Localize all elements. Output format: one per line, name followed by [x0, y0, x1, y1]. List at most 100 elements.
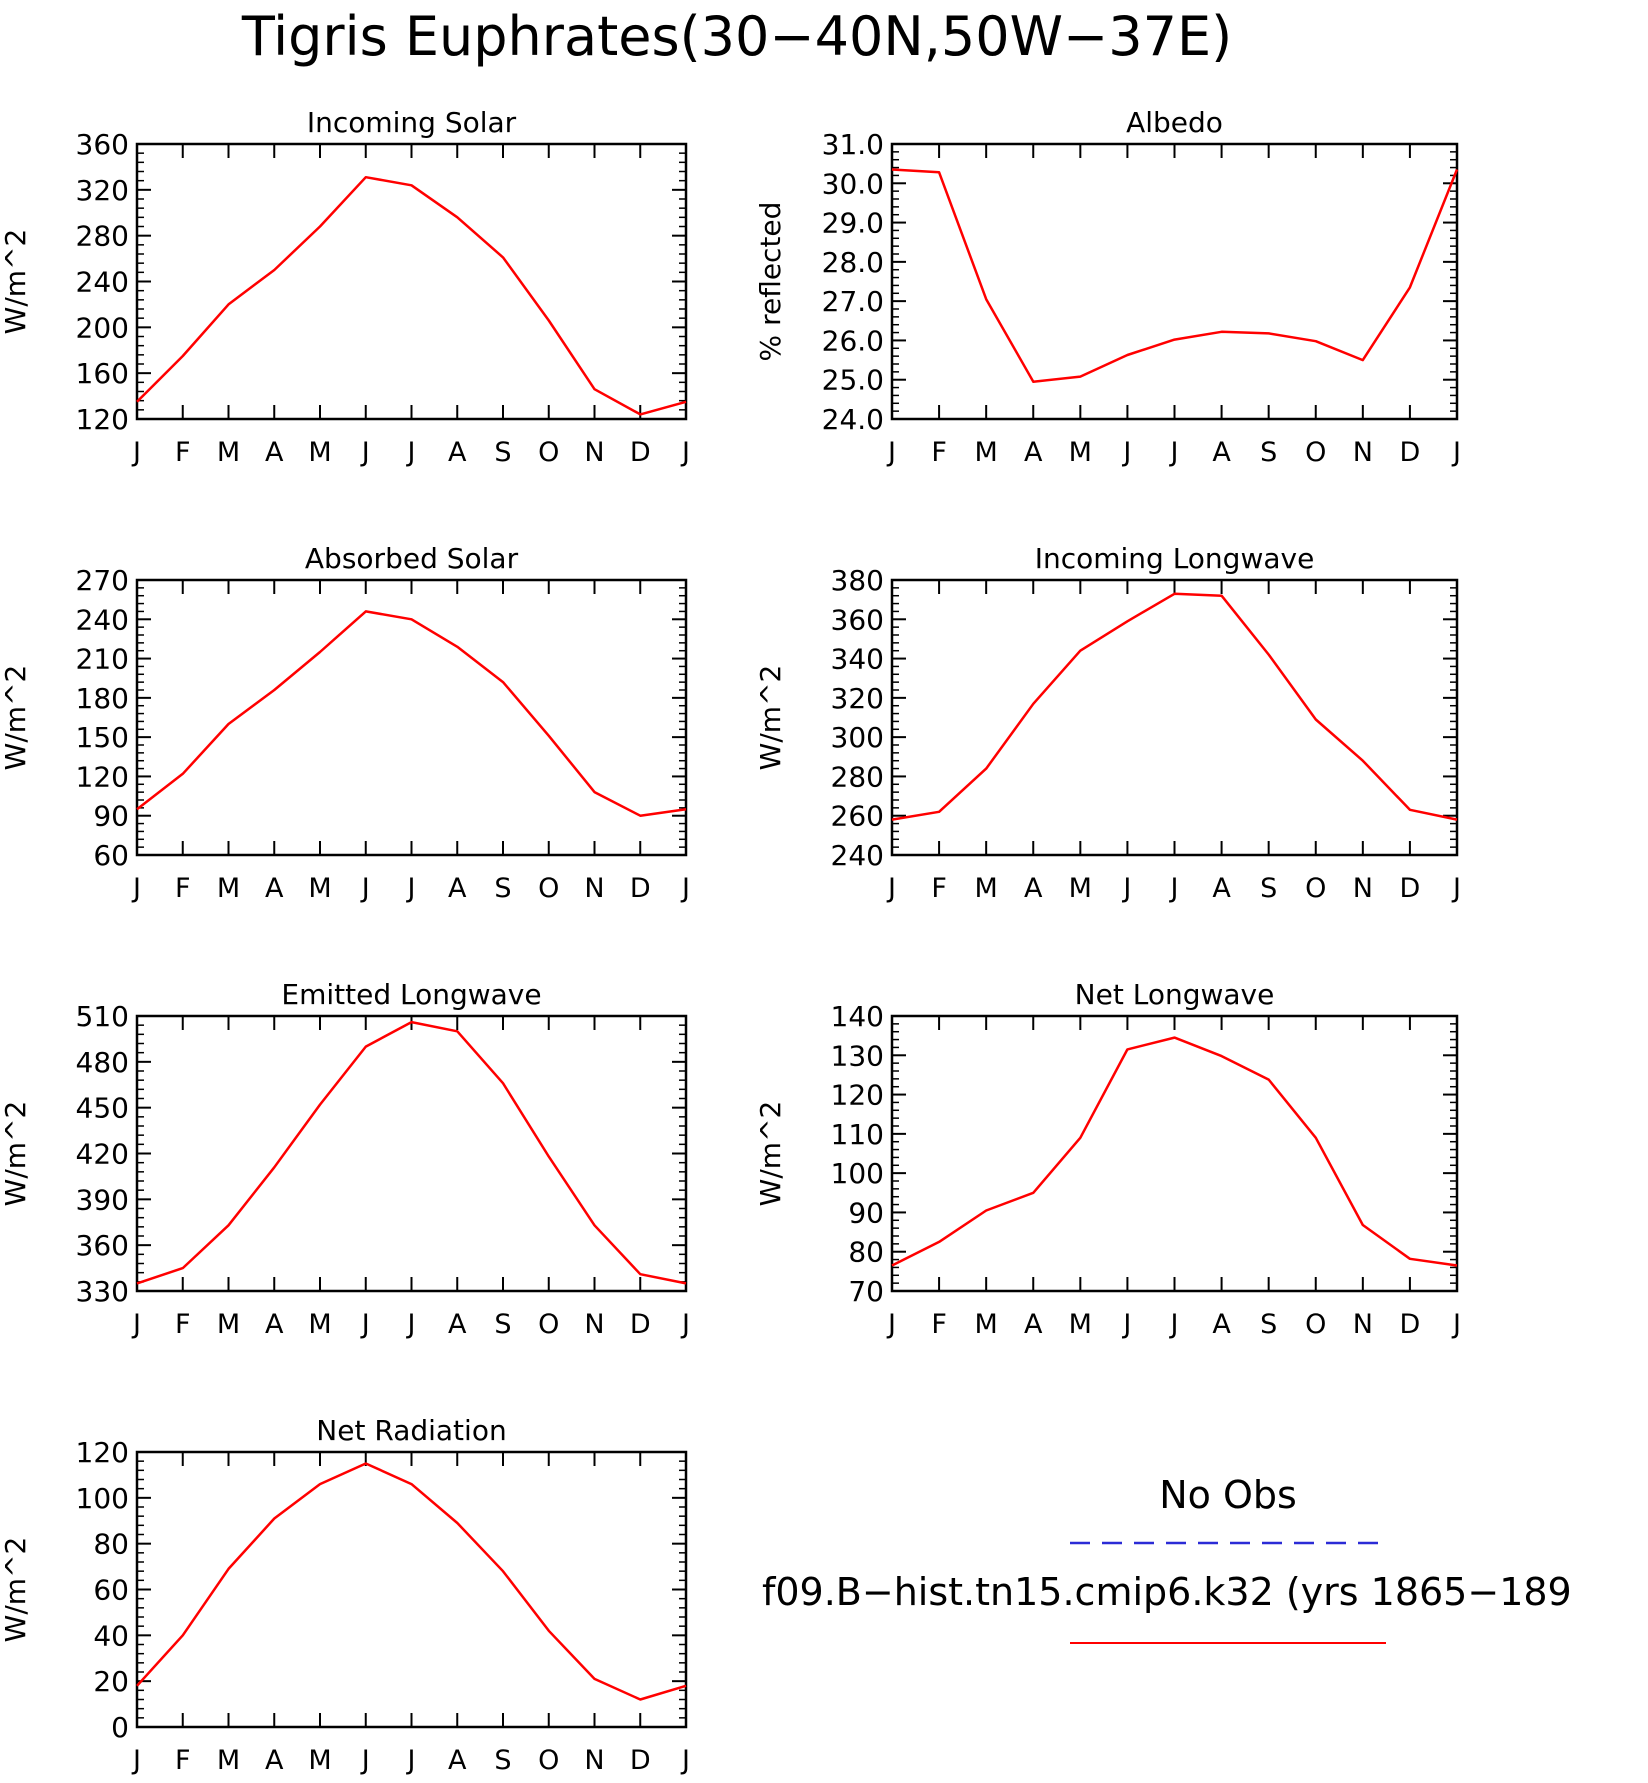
x-tick-label: D — [630, 437, 651, 468]
series-line — [891, 592, 1458, 821]
x-tick-label: A — [1212, 437, 1231, 468]
x-tick-label: A — [1212, 1309, 1231, 1340]
x-tick-label: J — [1451, 437, 1461, 468]
y-tick-label: 160 — [76, 357, 129, 390]
y-tick-label: 29.0 — [822, 207, 884, 240]
series-line — [136, 175, 687, 416]
y-tick-label: 26.0 — [822, 324, 884, 357]
x-tick-label: D — [1400, 873, 1421, 904]
x-tick-label: J — [1451, 1309, 1461, 1340]
panel-title: Absorbed Solar — [305, 542, 519, 575]
x-tick-label: M — [217, 873, 240, 904]
x-tick-label: D — [1400, 437, 1421, 468]
x-tick-label: N — [584, 437, 604, 468]
y-tick-label: 240 — [831, 839, 884, 872]
legend-obs-label: No Obs — [1159, 1473, 1297, 1517]
x-tick-label: J — [886, 437, 896, 468]
y-axis-label: W/m^2 — [0, 1537, 32, 1643]
y-tick-label: 360 — [76, 1229, 129, 1262]
y-tick-label: 180 — [76, 682, 129, 715]
series-line — [136, 1020, 687, 1285]
y-tick-label: 30.0 — [822, 167, 884, 200]
y-axis-label: W/m^2 — [754, 1101, 787, 1207]
x-tick-label: J — [680, 1309, 690, 1340]
y-tick-label: 80 — [848, 1236, 884, 1269]
x-tick-label: S — [494, 873, 511, 904]
y-tick-label: 340 — [831, 643, 884, 676]
x-tick-label: A — [265, 1745, 284, 1776]
x-tick-label: A — [1024, 873, 1043, 904]
plot-frame — [890, 142, 1459, 421]
y-tick-label: 480 — [76, 1046, 129, 1079]
x-tick-label: J — [131, 1309, 141, 1340]
x-tick-label: M — [1069, 1309, 1092, 1340]
x-tick-label: M — [975, 437, 998, 468]
y-tick-label: 60 — [93, 839, 129, 872]
x-tick-label: A — [448, 437, 467, 468]
x-tick-label: J — [131, 873, 141, 904]
y-tick-label: 510 — [76, 1000, 129, 1033]
x-tick-label: F — [175, 437, 191, 468]
y-tick-label: 28.0 — [822, 246, 884, 279]
x-tick-label: F — [175, 1745, 191, 1776]
x-tick-label: J — [406, 1309, 416, 1340]
series-line — [891, 1036, 1458, 1267]
y-tick-label: 0 — [111, 1711, 129, 1744]
figure-title: Tigris Euphrates(30−40N,50W−37E) — [241, 5, 1232, 68]
x-tick-label: O — [538, 1745, 559, 1776]
series-line — [136, 610, 687, 817]
y-tick-label: 120 — [76, 403, 129, 436]
x-tick-label: J — [1169, 1309, 1179, 1340]
x-tick-label: J — [360, 1745, 370, 1776]
x-tick-label: J — [406, 1745, 416, 1776]
plot-frame — [135, 1450, 688, 1729]
x-tick-label: M — [975, 873, 998, 904]
y-tick-label: 90 — [848, 1196, 884, 1229]
x-tick-label: D — [630, 873, 651, 904]
x-tick-label: J — [886, 873, 896, 904]
x-tick-label: N — [1353, 873, 1373, 904]
x-tick-label: J — [1121, 873, 1131, 904]
y-tick-label: 100 — [76, 1482, 129, 1515]
x-tick-label: O — [538, 1309, 559, 1340]
x-tick-label: A — [1212, 873, 1231, 904]
y-tick-label: 25.0 — [822, 364, 884, 397]
y-tick-label: 300 — [831, 721, 884, 754]
y-tick-label: 110 — [831, 1118, 884, 1151]
x-tick-label: M — [308, 1745, 331, 1776]
plot-frame — [135, 578, 688, 857]
x-tick-label: S — [494, 1309, 511, 1340]
panel-title: Net Longwave — [1075, 978, 1275, 1011]
x-tick-label: O — [538, 437, 559, 468]
x-tick-label: J — [360, 437, 370, 468]
x-tick-label: A — [448, 1309, 467, 1340]
x-tick-label: F — [931, 437, 947, 468]
y-axis-label: W/m^2 — [0, 229, 32, 335]
x-tick-label: A — [265, 873, 284, 904]
y-tick-label: 60 — [93, 1574, 129, 1607]
panel-title: Incoming Longwave — [1035, 542, 1315, 575]
y-tick-label: 90 — [93, 800, 129, 833]
legend: No Obs f09.B−hist.tn15.cmip6.k32 (yrs 18… — [762, 1473, 1572, 1644]
x-tick-label: M — [217, 437, 240, 468]
x-tick-label: N — [584, 1745, 604, 1776]
x-tick-label: N — [1353, 1309, 1373, 1340]
y-tick-label: 210 — [76, 643, 129, 676]
y-axis-label: % reflected — [754, 202, 787, 362]
x-tick-label: D — [630, 1745, 651, 1776]
x-tick-label: J — [360, 873, 370, 904]
y-tick-label: 320 — [76, 174, 129, 207]
x-tick-label: J — [886, 1309, 896, 1340]
y-tick-label: 240 — [76, 266, 129, 299]
y-tick-label: 20 — [93, 1665, 129, 1698]
y-tick-label: 80 — [93, 1528, 129, 1561]
y-tick-label: 330 — [76, 1275, 129, 1308]
x-tick-label: S — [494, 437, 511, 468]
